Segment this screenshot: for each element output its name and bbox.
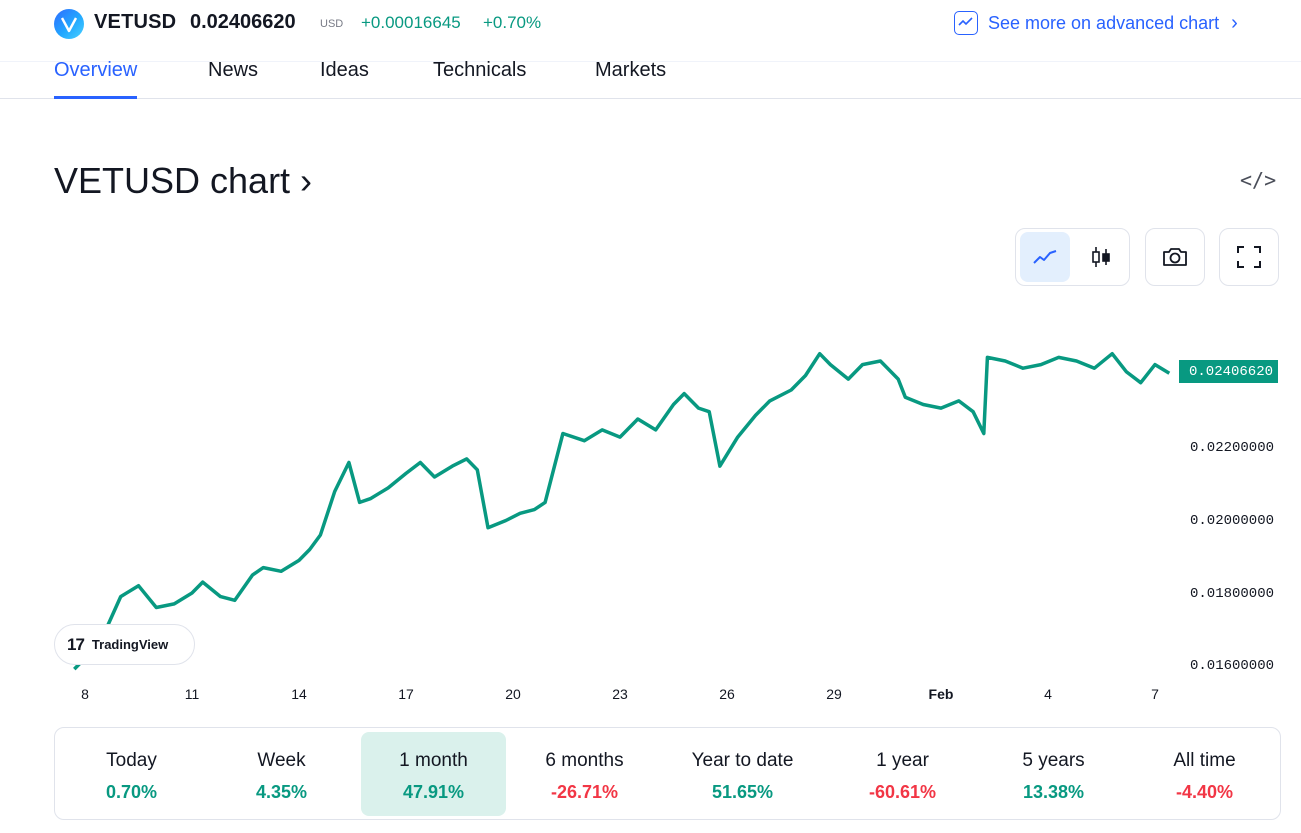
tradingview-logo-icon: 17 [67, 634, 85, 654]
x-tick-label: 8 [81, 686, 89, 702]
tradingview-watermark[interactable]: 17 TradingView [54, 624, 195, 665]
performance-periods: Today 0.70% Week 4.35% 1 month 47.91% 6 … [54, 727, 1281, 820]
period-5-years[interactable]: 5 years 13.38% [981, 732, 1126, 816]
last-value-badge: 0.02406620 [1179, 360, 1278, 383]
candlestick-chart-button[interactable] [1076, 232, 1126, 282]
period-label: All time [1173, 750, 1236, 771]
period-year-to-date[interactable]: Year to date 51.65% [670, 732, 815, 816]
period-value: -26.71% [550, 782, 619, 802]
symbol-header: VETUSD 0.02406620 USD +0.00016645 +0.70%… [0, 0, 1301, 62]
vechain-logo-icon [54, 9, 84, 39]
period-1-year[interactable]: 1 year -60.61% [830, 732, 975, 816]
period-label: 6 months [545, 750, 624, 771]
price-series-line [73, 351, 1171, 671]
fullscreen-button[interactable] [1219, 228, 1279, 286]
price-change-percent: +0.70% [483, 13, 542, 32]
period-week[interactable]: Week 4.35% [209, 732, 354, 816]
x-tick-label: 17 [398, 686, 414, 702]
period-1-month[interactable]: 1 month 47.91% [361, 732, 506, 816]
period-value: 0.70% [105, 782, 158, 802]
period-label: Year to date [691, 750, 794, 771]
period-value: 51.65% [711, 782, 774, 802]
y-tick-label: 0.02200000 [1190, 440, 1275, 456]
period-label: Week [257, 750, 306, 771]
x-tick-label: 29 [826, 686, 842, 702]
chart-title-link[interactable]: VETUSD chart › [54, 160, 313, 201]
y-tick-label: 0.02000000 [1190, 513, 1275, 529]
camera-icon [1163, 248, 1187, 266]
screenshot-button[interactable] [1145, 228, 1205, 286]
line-chart-button[interactable] [1020, 232, 1070, 282]
tab-news[interactable]: News [208, 59, 259, 81]
period-label: Today [106, 750, 157, 771]
fullscreen-icon [1237, 246, 1261, 268]
x-tick-label: 4 [1044, 686, 1052, 702]
y-tick-label: 0.01800000 [1190, 586, 1275, 602]
tab-overview[interactable]: Overview [54, 60, 138, 99]
code-icon[interactable]: </> [1240, 168, 1277, 192]
x-tick-label-month: Feb [928, 686, 954, 702]
x-tick-label: 23 [612, 686, 628, 702]
x-tick-label: 20 [505, 686, 521, 702]
advanced-chart-link-label: See more on advanced chart [988, 12, 1220, 33]
symbol-name: VETUSD [94, 11, 177, 33]
period-value: 13.38% [1022, 782, 1085, 802]
last-price: 0.02406620 [190, 11, 296, 33]
period-6-months[interactable]: 6 months -26.71% [512, 732, 657, 816]
period-all-time[interactable]: All time -4.40% [1132, 732, 1277, 816]
period-label: 1 year [876, 750, 929, 771]
currency-label: USD [320, 18, 344, 30]
chevron-right-icon: › [1231, 11, 1238, 34]
tradingview-label: TradingView [91, 637, 169, 652]
period-value: -4.40% [1175, 782, 1234, 802]
tab-ideas[interactable]: Ideas [320, 59, 369, 81]
period-today[interactable]: Today 0.70% [59, 732, 204, 816]
price-line-chart[interactable] [0, 290, 1301, 710]
candlestick-icon [1092, 247, 1110, 267]
period-label: 5 years [1022, 750, 1085, 771]
section-tabs: Overview News Ideas Technicals Markets [0, 59, 1301, 99]
x-tick-label: 26 [719, 686, 735, 702]
x-tick-label: 11 [184, 686, 200, 702]
advanced-chart-link[interactable]: See more on advanced chart › [954, 10, 1238, 36]
x-tick-label: 14 [291, 686, 307, 702]
tab-technicals[interactable]: Technicals [433, 59, 527, 81]
x-tick-label: 7 [1151, 686, 1159, 702]
tab-markets[interactable]: Markets [595, 59, 667, 81]
price-change: +0.00016645 [361, 13, 461, 32]
chart-style-toggle [1015, 228, 1130, 286]
period-value: 4.35% [255, 782, 308, 802]
period-value: -60.61% [868, 782, 937, 802]
advanced-chart-icon [954, 11, 978, 35]
period-label: 1 month [399, 750, 468, 771]
y-tick-label: 0.01600000 [1190, 658, 1275, 674]
period-value: 47.91% [402, 782, 465, 802]
line-chart-icon [1033, 250, 1057, 264]
